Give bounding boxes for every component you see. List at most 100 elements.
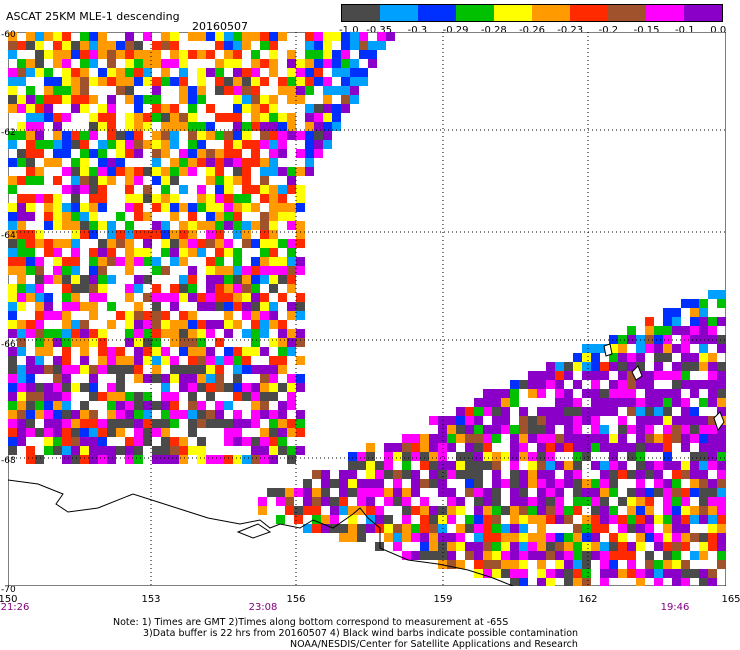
wind-cell <box>465 488 474 497</box>
wind-cell <box>278 275 287 284</box>
wind-cell <box>17 257 26 266</box>
wind-cell <box>278 167 287 176</box>
wind-cell <box>305 131 314 140</box>
wind-cell <box>287 257 296 266</box>
wind-cell <box>8 140 17 149</box>
wind-cell <box>663 542 672 551</box>
wind-cell <box>708 353 717 362</box>
wind-cell <box>474 542 483 551</box>
wind-cell <box>233 86 242 95</box>
wind-cell <box>80 212 89 221</box>
wind-cell <box>53 338 62 347</box>
wind-cell <box>71 77 80 86</box>
wind-cell <box>233 302 242 311</box>
legend-color-bar <box>341 4 723 22</box>
wind-cell <box>44 401 53 410</box>
wind-cell <box>116 365 125 374</box>
wind-cell <box>125 419 134 428</box>
grid-lines <box>8 32 726 586</box>
wind-cell <box>98 455 107 464</box>
wind-cell <box>17 131 26 140</box>
wind-cell <box>71 419 80 428</box>
wind-cell <box>600 407 609 416</box>
wind-cell <box>62 374 71 383</box>
wind-cell <box>483 506 492 515</box>
wind-cell <box>600 479 609 488</box>
wind-cell <box>107 77 116 86</box>
wind-cell <box>251 401 260 410</box>
wind-cell <box>98 275 107 284</box>
wind-cell <box>197 32 206 41</box>
wind-cell <box>411 488 420 497</box>
wind-cell <box>161 176 170 185</box>
wind-cell <box>233 455 242 464</box>
wind-cell <box>393 443 402 452</box>
wind-cell <box>269 104 278 113</box>
wind-cell <box>44 221 53 230</box>
wind-cell <box>296 302 305 311</box>
wind-cell <box>582 344 591 353</box>
wind-cell <box>492 470 501 479</box>
wind-cell <box>134 113 143 122</box>
wind-cell <box>116 230 125 239</box>
legend-label: -0.3 <box>407 25 428 36</box>
wind-cell <box>116 41 125 50</box>
wind-cell <box>411 533 420 542</box>
wind-cell <box>179 59 188 68</box>
wind-cell <box>287 212 296 221</box>
wind-cell <box>269 383 278 392</box>
wind-cell <box>107 158 116 167</box>
wind-cell <box>224 329 233 338</box>
wind-cell <box>636 398 645 407</box>
wind-cell <box>645 461 654 470</box>
wind-cell <box>161 293 170 302</box>
wind-cell <box>681 398 690 407</box>
wind-cell <box>699 344 708 353</box>
wind-cell <box>53 212 62 221</box>
wind-cell <box>233 275 242 284</box>
wind-cell <box>672 344 681 353</box>
wind-cell <box>80 41 89 50</box>
wind-cell <box>125 284 134 293</box>
color-legend: -1.0 -0.35 -0.3 -0.29 -0.28 -0.26 -0.23 -0.2 -0.… <box>339 4 726 40</box>
wind-cell <box>224 86 233 95</box>
wind-cell <box>492 551 501 560</box>
wind-cell <box>17 68 26 77</box>
wind-cell <box>420 434 429 443</box>
wind-cell <box>152 230 161 239</box>
wind-cell <box>251 86 260 95</box>
wind-cell <box>528 497 537 506</box>
wind-cell <box>233 59 242 68</box>
wind-cell <box>582 551 591 560</box>
wind-cell <box>251 410 260 419</box>
wind-cell <box>402 506 411 515</box>
wind-cell <box>17 284 26 293</box>
wind-cell <box>636 425 645 434</box>
wind-cell <box>377 41 386 50</box>
wind-cell <box>690 506 699 515</box>
wind-cell <box>152 419 161 428</box>
wind-cell <box>80 365 89 374</box>
wind-cell <box>278 401 287 410</box>
wind-cell <box>296 293 305 302</box>
wind-cell <box>537 416 546 425</box>
wind-cell <box>170 77 179 86</box>
wind-cell <box>510 578 519 586</box>
wind-cell <box>35 338 44 347</box>
wind-cell <box>206 239 215 248</box>
wind-cell <box>143 410 152 419</box>
wind-cell <box>609 560 618 569</box>
wind-cell <box>242 329 251 338</box>
wind-cell <box>600 470 609 479</box>
wind-cell <box>206 302 215 311</box>
wind-cell <box>618 398 627 407</box>
wind-cell <box>224 59 233 68</box>
wind-cell <box>53 239 62 248</box>
wind-cell <box>681 335 690 344</box>
wind-cell <box>161 446 170 455</box>
wind-cell <box>89 455 98 464</box>
wind-cell <box>152 266 161 275</box>
wind-cell <box>260 428 269 437</box>
wind-cell <box>197 77 206 86</box>
wind-cell <box>582 443 591 452</box>
